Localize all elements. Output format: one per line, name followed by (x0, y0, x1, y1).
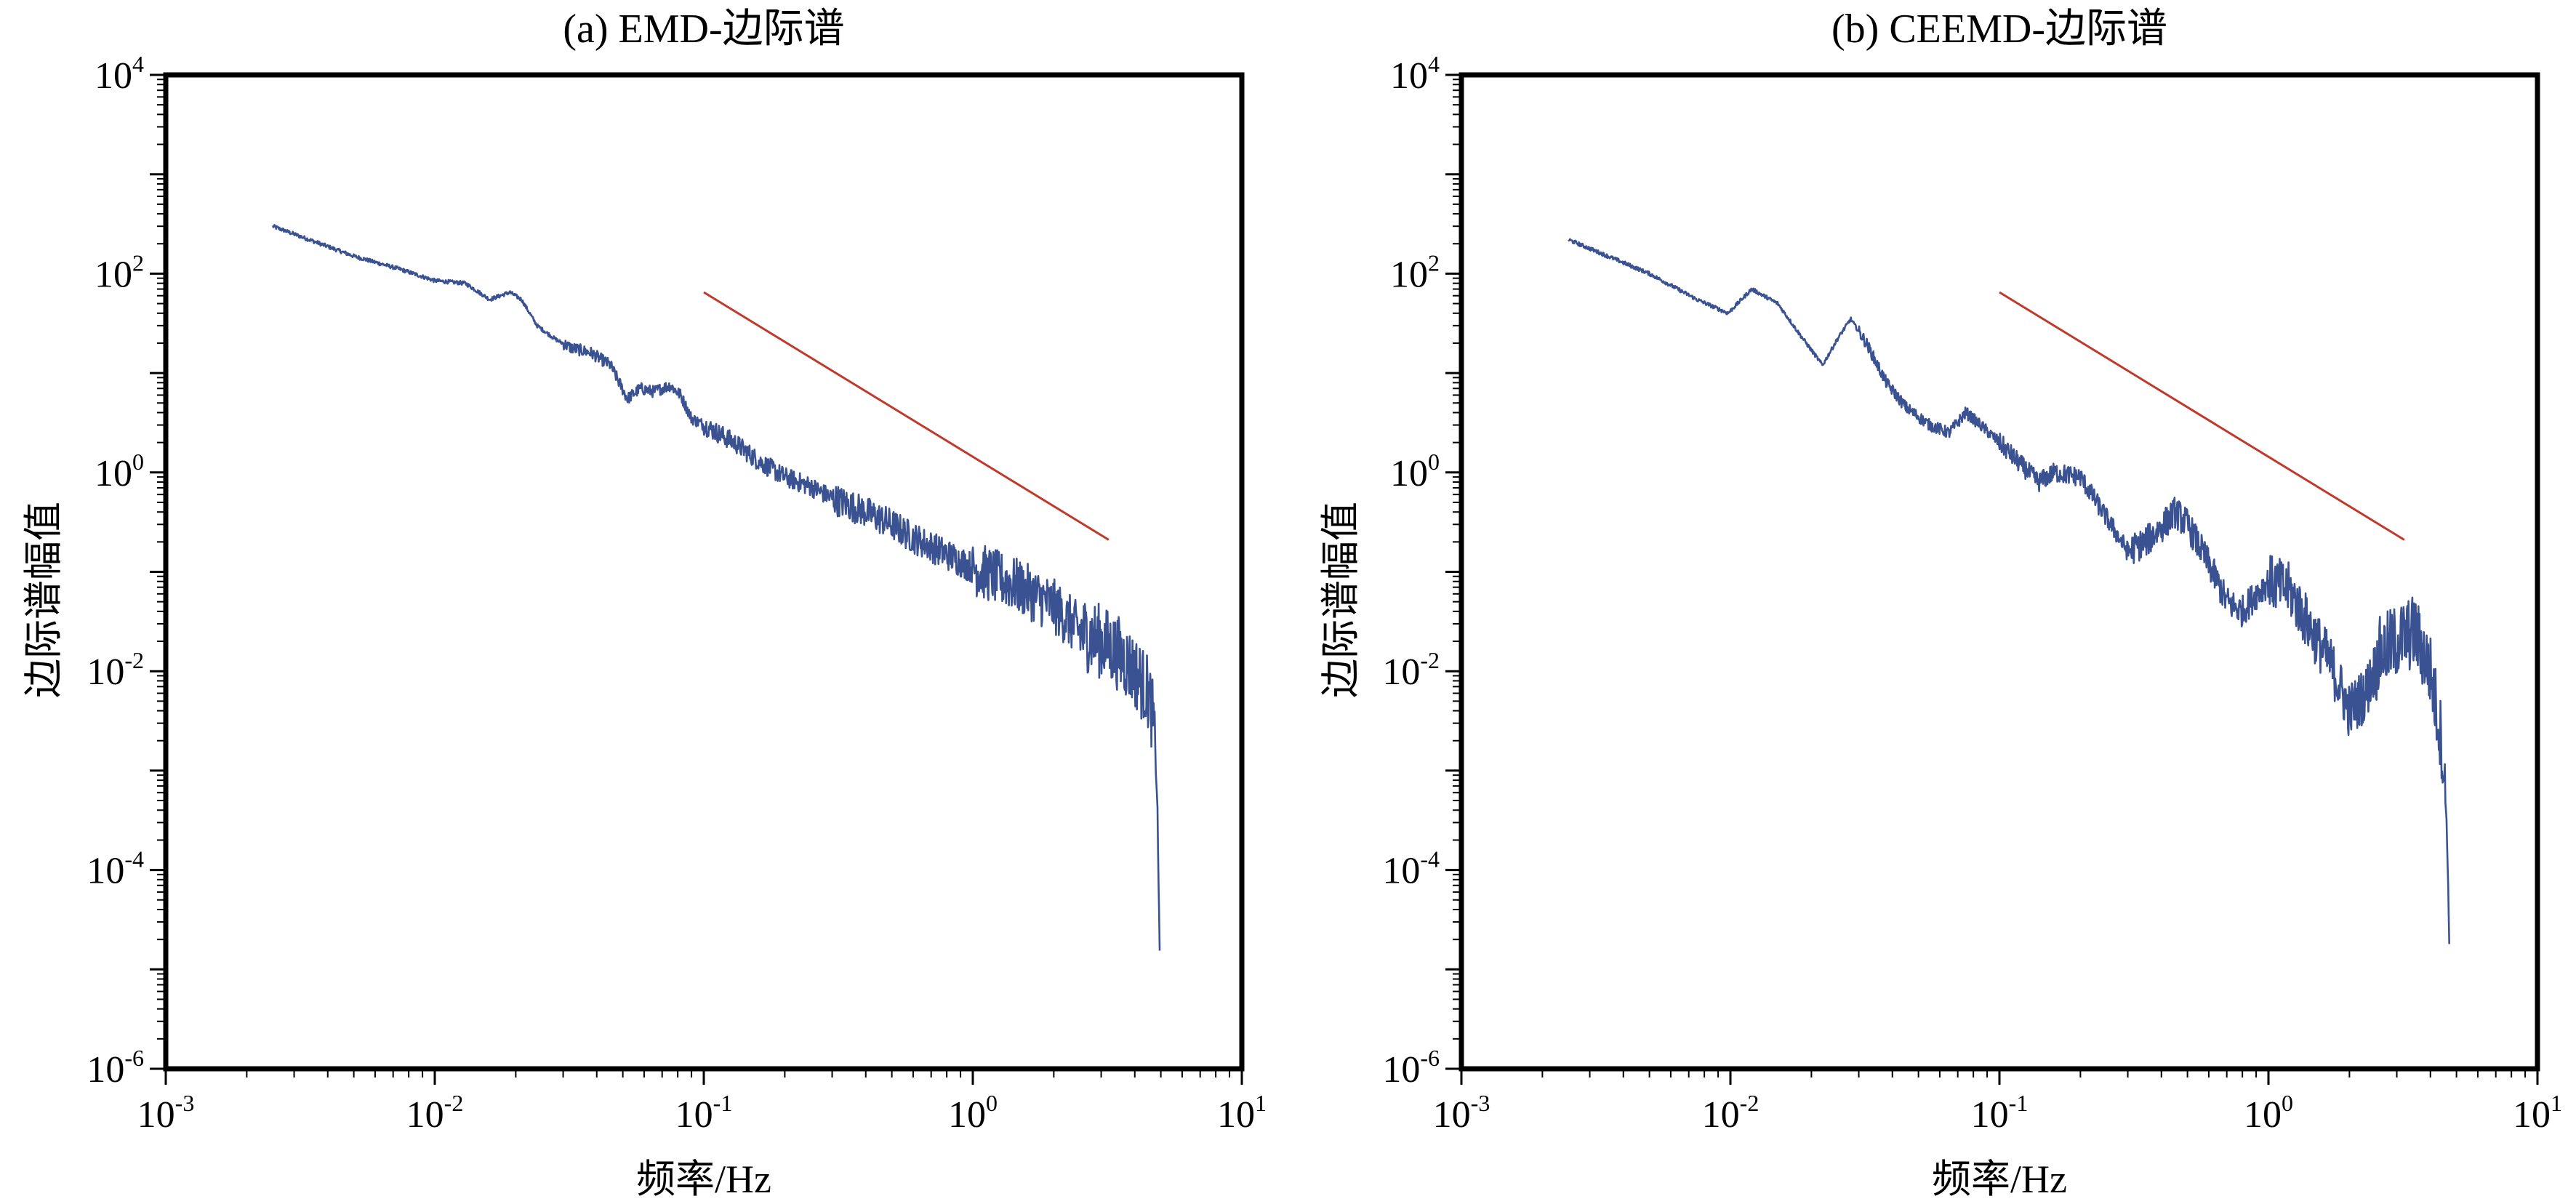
tick-exponent: -3 (1471, 1090, 1490, 1116)
x-tick-label: 100 (2244, 1090, 2293, 1136)
tick-marks (150, 73, 1243, 1085)
x-tick-label: 101 (2513, 1090, 2562, 1136)
y-tick-label: 10-4 (1382, 846, 1440, 892)
tick-base: 10 (137, 1094, 175, 1136)
tick-base: 10 (1390, 254, 1428, 295)
y-axis-label-wrap: 边际谱幅值 (1319, 502, 1363, 698)
tick-exponent: 0 (986, 1090, 998, 1116)
tick-base: 10 (1382, 851, 1420, 892)
tick-base: 10 (406, 1094, 444, 1136)
tick-exponent: -2 (444, 1090, 464, 1116)
tick-exponent: 0 (132, 449, 144, 475)
chart-panel-a: (a) EMD-边际谱 边际谱幅值 频率/Hz 10-3 10-2 10-1 100 1… (22, 7, 1267, 1201)
tick-exponent: 4 (1428, 51, 1440, 77)
tick-base: 10 (2513, 1094, 2551, 1136)
x-tick-label: 10-2 (1702, 1090, 1760, 1136)
y-axis-label-wrap: 边际谱幅值 (22, 502, 65, 698)
y-axis-label: 边际谱幅值 (1319, 502, 1363, 698)
y-tick-label: 10-2 (1382, 647, 1440, 693)
x-tick-label: 101 (1217, 1090, 1267, 1136)
tick-base: 10 (95, 55, 132, 97)
plot-frame (163, 72, 1245, 1072)
tick-exponent: -4 (124, 846, 144, 872)
plot-series (1568, 238, 2450, 944)
plot-frame (1458, 72, 2540, 1072)
y-tick-label: 104 (95, 51, 144, 97)
y-tick-label: 10-2 (87, 647, 144, 693)
chart-title: (a) EMD-边际谱 (563, 7, 844, 52)
y-tick-label: 100 (1390, 449, 1440, 494)
x-tick-label: 100 (948, 1090, 998, 1136)
chart-panel-b: (b) CEEMD-边际谱 边际谱幅值 频率/Hz 10-3 10-2 10-1 10… (1319, 7, 2562, 1201)
x-tick-labels: 10-3 10-2 10-1 100 101 (1433, 1090, 2562, 1136)
y-tick-label: 10-6 (87, 1045, 144, 1091)
reference-slope-line (1999, 291, 2405, 541)
tick-base: 10 (87, 651, 124, 693)
tick-exponent: 1 (2551, 1090, 2562, 1116)
x-axis-label: 频率/Hz (1932, 1157, 2067, 1201)
tick-base: 10 (95, 254, 132, 295)
y-tick-label: 100 (95, 449, 144, 494)
y-tick-label: 10-4 (87, 846, 144, 892)
tick-base: 10 (2244, 1094, 2282, 1136)
tick-base: 10 (948, 1094, 986, 1136)
tick-exponent: -2 (1420, 647, 1440, 673)
tick-base: 10 (87, 851, 124, 892)
tick-base: 10 (1702, 1094, 1740, 1136)
tick-base: 10 (1217, 1094, 1255, 1136)
tick-exponent: -1 (713, 1090, 733, 1116)
x-tick-labels: 10-3 10-2 10-1 100 101 (137, 1090, 1267, 1136)
tick-exponent: 0 (2282, 1090, 2293, 1116)
tick-exponent: 2 (132, 249, 144, 276)
tick-base: 10 (87, 1049, 124, 1091)
tick-exponent: -3 (175, 1090, 195, 1116)
tick-exponent: 0 (1428, 449, 1440, 475)
plot-series (271, 224, 1161, 951)
x-tick-label: 10-2 (406, 1090, 464, 1136)
tick-exponent: 4 (132, 51, 144, 77)
tick-exponent: -1 (2009, 1090, 2029, 1116)
tick-exponent: 2 (1428, 249, 1440, 276)
tick-exponent: -6 (124, 1045, 144, 1071)
y-tick-label: 10-6 (1382, 1045, 1440, 1091)
tick-exponent: 1 (1255, 1090, 1267, 1116)
tick-base: 10 (675, 1094, 713, 1136)
x-tick-label: 10-1 (1971, 1090, 2029, 1136)
x-tick-label: 10-1 (675, 1090, 733, 1136)
tick-base: 10 (1390, 55, 1428, 97)
tick-base: 10 (1433, 1094, 1471, 1136)
y-tick-label: 104 (1390, 51, 1440, 97)
y-axis-label: 边际谱幅值 (22, 502, 65, 698)
tick-base: 10 (1382, 651, 1420, 693)
tick-exponent: -4 (1420, 846, 1440, 872)
tick-base: 10 (95, 453, 132, 494)
tick-base: 10 (1390, 453, 1428, 494)
tick-marks (1445, 73, 2539, 1085)
chart-title: (b) CEEMD-边际谱 (1831, 7, 2167, 52)
tick-exponent: -6 (1420, 1045, 1440, 1071)
y-tick-label: 102 (95, 249, 144, 295)
tick-base: 10 (1382, 1049, 1420, 1091)
marginal-spectrum-line (271, 224, 1161, 951)
marginal-spectrum-line (1568, 238, 2450, 944)
x-tick-label: 10-3 (137, 1090, 195, 1136)
tick-base: 10 (1971, 1094, 2009, 1136)
reference-slope-line (703, 291, 1110, 541)
tick-exponent: -2 (1740, 1090, 1760, 1116)
tick-exponent: -2 (124, 647, 144, 673)
x-axis-label: 频率/Hz (636, 1157, 771, 1201)
y-tick-label: 102 (1390, 249, 1440, 295)
x-tick-label: 10-3 (1433, 1090, 1490, 1136)
